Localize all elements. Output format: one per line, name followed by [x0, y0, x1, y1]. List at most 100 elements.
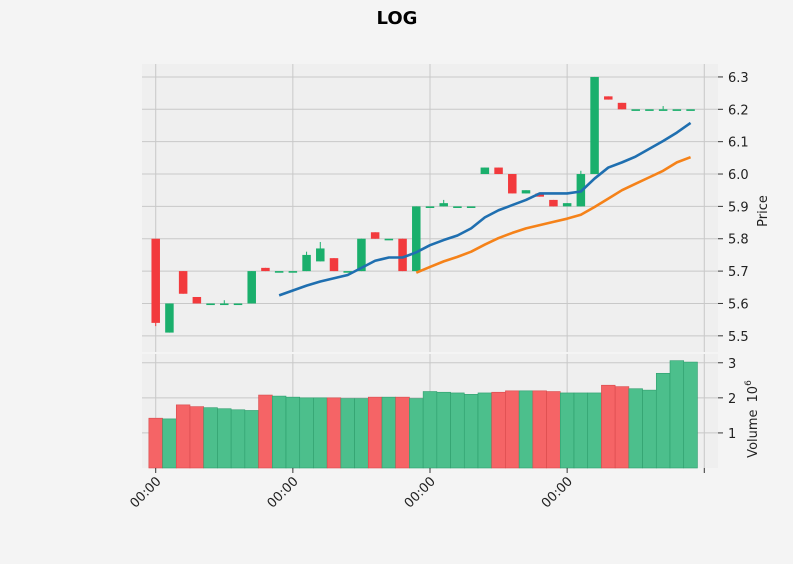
price-panel: 5.5 5.6 5.7 5.8 5.9 6.0 6.1 6.2 6.3 — [142, 64, 749, 352]
candle — [686, 109, 695, 111]
candle — [206, 303, 215, 306]
candle-body — [206, 303, 215, 306]
candle-body — [329, 258, 339, 272]
price-tick-label: 5.5 — [728, 330, 749, 345]
candle — [631, 109, 640, 111]
volume-bar — [244, 410, 259, 469]
candle-body — [480, 167, 490, 175]
candle-body — [398, 238, 407, 272]
volume-bar — [189, 406, 205, 469]
candle-body — [631, 109, 640, 111]
x-tick-label: 00:00 — [402, 474, 439, 511]
candle-body — [302, 254, 311, 272]
volume-bar — [546, 391, 561, 469]
candle — [247, 271, 256, 304]
volume-bar — [203, 407, 218, 469]
volume-bar — [518, 390, 534, 469]
volume-bar — [628, 388, 643, 469]
candle — [192, 296, 202, 304]
volume-bar — [587, 392, 602, 469]
candle — [220, 300, 229, 306]
volume-bar — [422, 391, 438, 469]
price-tick-label: 6.2 — [728, 103, 749, 118]
volume-tick-label: 2 — [728, 392, 736, 407]
volume-bar — [642, 389, 657, 469]
candle-body — [370, 232, 380, 239]
candle-body — [384, 238, 394, 241]
volume-bar — [655, 372, 671, 469]
volume-bar — [669, 360, 685, 469]
candle — [357, 238, 366, 272]
candle-body — [247, 271, 256, 304]
candle — [370, 232, 380, 239]
candle — [439, 199, 448, 207]
candle-body — [562, 203, 572, 207]
x-tick-label: 00:00 — [265, 474, 302, 511]
candle — [343, 271, 352, 273]
volume-bar — [340, 398, 355, 469]
volume-bar — [367, 396, 383, 469]
volume-bar — [230, 409, 246, 469]
candle — [453, 206, 462, 208]
candle — [384, 238, 394, 241]
candle — [412, 206, 421, 272]
volume-bar — [559, 392, 575, 469]
volume-multiplier-exponent: 6 — [744, 380, 754, 386]
volume-label-text: Volume — [746, 409, 761, 457]
volume-bar — [409, 398, 424, 469]
volume-bar — [271, 395, 287, 469]
volume-bar — [395, 396, 410, 469]
candle-body — [233, 303, 243, 306]
candle-body — [425, 206, 435, 208]
candle — [288, 271, 298, 273]
volume-bar — [477, 392, 493, 469]
volume-bar — [573, 392, 589, 469]
candle — [494, 167, 503, 175]
price-tick-label: 5.7 — [728, 265, 749, 280]
candle-body — [288, 271, 298, 273]
moving-average-fast-line — [278, 121, 692, 297]
volume-bar — [532, 390, 547, 469]
candle — [466, 206, 476, 208]
price-tick-label: 6.1 — [728, 136, 749, 151]
volume-bar — [683, 361, 698, 469]
volume-tick-label: 1 — [728, 427, 736, 442]
volume-bar — [162, 418, 177, 469]
candle — [604, 96, 613, 100]
candle-body — [192, 296, 202, 304]
volume-bar — [505, 390, 520, 469]
price-tick-label: 5.9 — [728, 200, 749, 215]
candle — [178, 271, 188, 294]
candle-body — [151, 238, 160, 323]
candle — [508, 174, 517, 194]
volume-bar — [463, 394, 479, 469]
volume-panel: 1 2 3 — [142, 354, 736, 469]
candle — [480, 167, 490, 175]
volume-bar — [258, 394, 273, 469]
chart-title: LOG — [377, 8, 418, 29]
candle — [151, 238, 160, 327]
candle-body — [658, 109, 668, 111]
candle-body — [645, 109, 654, 111]
candle — [645, 109, 654, 111]
candle — [590, 76, 599, 175]
candle — [261, 267, 270, 272]
candle-body — [316, 248, 325, 262]
volume-bar — [285, 396, 301, 469]
price-tick-label: 6.0 — [728, 168, 749, 183]
candle-body — [274, 271, 284, 273]
price-axis-label: Price — [756, 195, 771, 227]
candle — [549, 199, 558, 207]
candle — [316, 241, 325, 262]
candle-body — [535, 193, 544, 197]
candle-body — [549, 199, 558, 207]
volume-bar — [491, 391, 506, 469]
volume-bar — [299, 397, 314, 469]
volume-axis-label: Volume 106 — [744, 380, 761, 458]
candle-body — [178, 271, 188, 294]
candle-body — [439, 203, 448, 207]
price-tick-label: 5.6 — [728, 297, 749, 312]
candle-body — [686, 109, 695, 111]
